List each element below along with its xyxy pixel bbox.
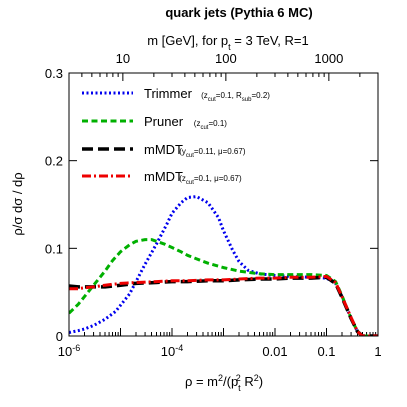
top-tick-label: 10 [116, 51, 130, 66]
legend-label: mMDT [144, 142, 183, 157]
x-axis-label: ρ = m2/(pt2 R2) [185, 373, 263, 393]
series-line-3 [69, 275, 378, 336]
top-axis-ticks: 10 100 1000 [68, 51, 379, 81]
top-tick-label: 1000 [314, 51, 343, 66]
series-line-2 [69, 238, 378, 336]
x-tick-label: 0.1 [317, 344, 335, 359]
x-tick-labels: 10-6 10-4 0.01 0.1 1 [58, 343, 382, 359]
plot-frame [68, 72, 379, 337]
y-tick-labels: 0 0.1 0.2 0.3 [45, 66, 63, 344]
legend-params: (zcut=0.1, μ=0.67) [179, 174, 242, 186]
legend-params: (zcut=0.1, Rsub=0.2) [201, 91, 270, 103]
axis-ticks [68, 72, 378, 337]
x-tick-label: 1 [374, 344, 381, 359]
legend: Trimmer (zcut=0.1, Rsub=0.2) Pruner (zcut=0… [82, 86, 270, 186]
y-tick-label: 0.1 [45, 241, 63, 256]
y-axis-label: ρ/σ dσ / dρ [10, 172, 25, 235]
legend-label: Pruner [144, 114, 184, 129]
x-tick-label: 0.01 [262, 344, 287, 359]
legend-label: mMDT [144, 169, 183, 184]
top-tick-label: 100 [215, 51, 237, 66]
y-tick-label: 0.2 [45, 154, 63, 169]
y-tick-label: 0.3 [45, 66, 63, 81]
legend-params: (zcut=0.1) [194, 119, 227, 131]
y-tick-label: 0 [56, 329, 63, 344]
x-tick-label: 10-4 [161, 343, 183, 359]
series-lines [69, 195, 378, 336]
chart-title: quark jets (Pythia 6 MC) [165, 5, 312, 20]
top-axis-label: m [GeV], for pt = 3 TeV, R=1 [147, 33, 309, 52]
x-tick-label: 10-6 [58, 343, 80, 359]
series-line-4 [69, 274, 378, 336]
legend-params: (ycut=0.11, μ=0.67) [179, 147, 246, 159]
legend-label: Trimmer [144, 86, 193, 101]
